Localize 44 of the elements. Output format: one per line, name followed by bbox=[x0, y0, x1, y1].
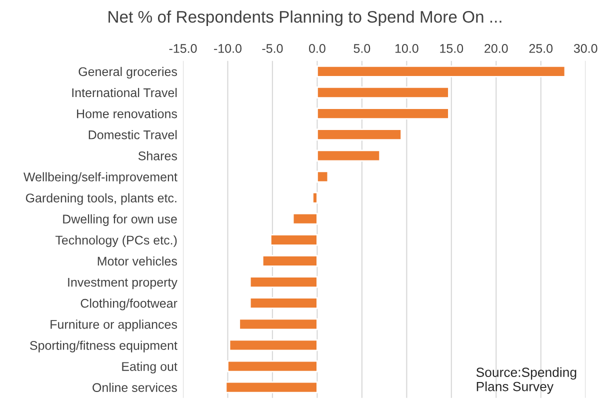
bar bbox=[270, 234, 318, 246]
y-tick-label: International Travel bbox=[72, 88, 177, 98]
bar bbox=[316, 150, 381, 162]
y-tick-label: General groceries bbox=[78, 66, 177, 79]
bar bbox=[228, 339, 318, 352]
x-tick-label: 0.0 bbox=[309, 44, 326, 53]
bar bbox=[316, 86, 450, 98]
x-tick-label: -5.0 bbox=[262, 44, 283, 53]
x-tick-label: 10.0 bbox=[395, 44, 418, 53]
x-tick-label: 15.0 bbox=[440, 44, 464, 53]
bar bbox=[227, 360, 318, 372]
bar bbox=[316, 128, 402, 141]
y-tick-label: Investment property bbox=[68, 278, 178, 290]
x-tick-label: 30.0 bbox=[574, 44, 598, 53]
y-tick-label: Clothing/footwear bbox=[80, 298, 178, 310]
bar bbox=[249, 276, 318, 288]
bar bbox=[316, 108, 450, 120]
bar bbox=[316, 65, 566, 78]
bar bbox=[225, 381, 318, 394]
x-tick-label: 5.0 bbox=[354, 44, 370, 53]
y-tick-label: Gardening tools, plants etc. bbox=[26, 193, 176, 205]
x-tick-label: -10.0 bbox=[214, 44, 242, 53]
y-tick-label: Wellbeing/self-improvement bbox=[24, 172, 178, 184]
bar bbox=[312, 192, 318, 204]
y-tick-label: Home renovations bbox=[77, 109, 177, 118]
x-tick-label: 20.0 bbox=[484, 44, 508, 53]
y-tick-label: Technology (PCs etc.) bbox=[55, 235, 177, 248]
x-tick-label: 25.0 bbox=[529, 44, 553, 53]
chart-title: Net % of Respondents Planning to Spend More On ... bbox=[108, 10, 502, 26]
y-tick-label: Eating out bbox=[122, 362, 178, 374]
bar bbox=[262, 255, 318, 267]
bar bbox=[249, 297, 318, 310]
y-tick-label: Sporting/fitness equipment bbox=[30, 340, 178, 352]
bar bbox=[292, 212, 318, 225]
y-tick-label: Dwelling for own use bbox=[63, 214, 177, 226]
bar bbox=[238, 318, 318, 330]
y-tick-label: Furniture or appliances bbox=[50, 320, 178, 332]
x-tick-label: -15.0 bbox=[169, 44, 197, 53]
y-tick-label: Domestic Travel bbox=[88, 130, 177, 140]
y-tick-label: Motor vehicles bbox=[98, 256, 177, 266]
y-tick-label: Online services bbox=[92, 382, 177, 392]
annotation: Source:Spending Plans Survey bbox=[476, 367, 576, 394]
y-tick-label: Shares bbox=[138, 151, 177, 160]
bar bbox=[316, 170, 329, 183]
